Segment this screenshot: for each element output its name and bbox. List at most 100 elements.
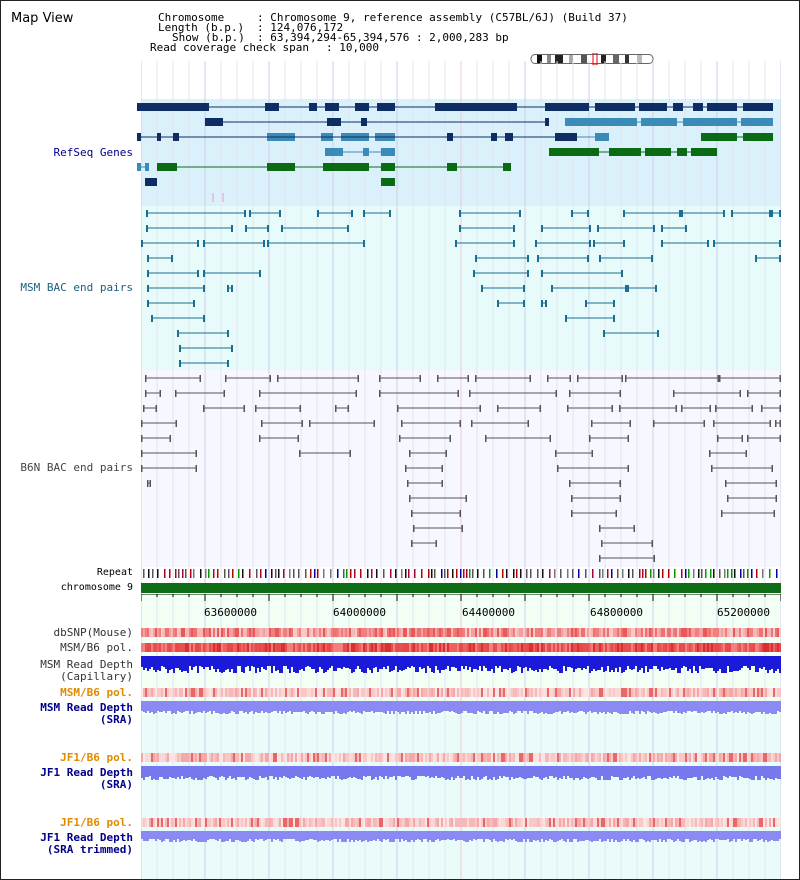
msm-pol-heat bbox=[237, 643, 239, 652]
jf1-depth-sra-bar bbox=[735, 766, 737, 777]
msm-pol-heat bbox=[709, 643, 711, 652]
msm-pol-heat bbox=[519, 643, 521, 652]
jf1-pol-trim-heat bbox=[315, 818, 317, 827]
msm-depth-sra-bar bbox=[535, 701, 537, 713]
jf1-depth-trim-bar bbox=[465, 831, 467, 842]
msm-pol-sra-heat bbox=[319, 688, 321, 697]
dbsnp-heat bbox=[307, 628, 309, 637]
chromosome-ideogram[interactable] bbox=[529, 53, 659, 65]
dbsnp-heat bbox=[161, 628, 163, 637]
track-label-msm-bac[interactable]: MSM BAC end pairs bbox=[20, 281, 133, 294]
msm-depth-sra-bar bbox=[543, 701, 545, 714]
jf1-depth-trim-bar bbox=[631, 831, 633, 842]
msm-depth-capillary-bar bbox=[579, 656, 581, 668]
jf1-depth-sra-bar bbox=[217, 766, 219, 780]
repeat-mark bbox=[776, 569, 778, 578]
msm-pol-heat bbox=[555, 643, 557, 652]
bac-end bbox=[739, 390, 741, 397]
bac-end bbox=[467, 375, 469, 382]
msm-depth-sra-bar bbox=[641, 701, 643, 711]
msm-pol-heat bbox=[165, 643, 167, 652]
b6n-bac-pairs-track[interactable] bbox=[141, 370, 781, 567]
repeat-track[interactable] bbox=[141, 568, 781, 579]
msm-pol-sra-heat bbox=[513, 688, 515, 697]
jf1-pol-heat bbox=[543, 753, 545, 762]
bac-end bbox=[621, 375, 623, 382]
msm-pol-heat bbox=[665, 643, 667, 652]
jf1-pol-trim-heat bbox=[563, 818, 565, 827]
msm-depth-capillary-bar bbox=[649, 656, 651, 669]
repeat-mark bbox=[238, 569, 240, 578]
msm-pol-sra-heat bbox=[297, 688, 299, 697]
msm-depth-capillary-bar bbox=[333, 656, 335, 671]
msm-depth-capillary-bar bbox=[467, 656, 469, 670]
msm-depth-capillary-bar bbox=[777, 656, 779, 669]
msm-depth-capillary-bar bbox=[237, 656, 239, 666]
jf1-pol-trim-heat bbox=[717, 818, 719, 827]
msm-depth-sra-bar bbox=[355, 701, 357, 713]
jf1-depth-sra-bar bbox=[377, 766, 379, 780]
repeat-mark bbox=[762, 569, 764, 578]
msm-depth-capillary-bar bbox=[233, 656, 235, 673]
jf1-pol-trim-heat bbox=[447, 818, 449, 827]
msm-depth-capillary-bar bbox=[635, 656, 637, 666]
bac-end bbox=[299, 450, 301, 457]
msm-depth-capillary-bar bbox=[657, 656, 659, 669]
msm-pol-heat bbox=[507, 643, 509, 652]
msm-depth-sra-bar bbox=[609, 701, 611, 713]
msm-depth-sra-bar bbox=[673, 701, 675, 713]
msm-depth-capillary-bar bbox=[721, 656, 723, 673]
bac-end bbox=[591, 450, 593, 457]
msm-bac-pairs-track[interactable] bbox=[141, 206, 781, 370]
dbsnp-heat bbox=[165, 628, 167, 637]
track-label-refseq[interactable]: RefSeq Genes bbox=[53, 146, 133, 159]
msm-depth-capillary-bar bbox=[201, 656, 203, 667]
jf1-depth-trim-bar bbox=[733, 831, 735, 839]
jf1-depth-trim-bar bbox=[243, 831, 245, 842]
msm-depth-sra-bar bbox=[653, 701, 655, 712]
repeat-mark bbox=[441, 569, 443, 578]
msm-pol-sra-heat bbox=[641, 688, 643, 697]
chromosome-bar[interactable] bbox=[141, 583, 781, 594]
jf1-pol-heat bbox=[675, 753, 677, 762]
jf1-pol-heat bbox=[179, 753, 181, 762]
jf1-pol-trim-heat bbox=[331, 818, 333, 827]
refseq-genes-track[interactable] bbox=[137, 99, 785, 206]
track-label-b6n-bac[interactable]: B6N BAC end pairs bbox=[20, 461, 133, 474]
jf1-depth-sra-bar bbox=[487, 766, 489, 780]
msm-pol-sra-heat bbox=[223, 688, 225, 697]
jf1-depth-trim-bar bbox=[217, 831, 219, 841]
msm-pol-heat bbox=[613, 643, 615, 652]
jf1-pol-heat bbox=[709, 753, 711, 762]
msm-pol-heat bbox=[553, 643, 555, 652]
dbsnp-heat bbox=[531, 628, 533, 637]
msm-pol-sra-heat bbox=[447, 688, 449, 697]
msm-depth-capillary-bar bbox=[369, 656, 371, 670]
msm-depth-sra-bar bbox=[305, 701, 307, 713]
msm-depth-capillary-bar bbox=[153, 656, 155, 670]
jf1-pol-trim-heat bbox=[155, 818, 157, 827]
jf1-depth-sra-bar bbox=[721, 766, 723, 780]
jf1-pol-heat bbox=[257, 753, 259, 762]
data-tracks[interactable] bbox=[141, 626, 781, 861]
msm-depth-capillary-bar bbox=[379, 656, 381, 669]
bac-end bbox=[399, 435, 401, 442]
jf1-pol-heat bbox=[519, 753, 521, 762]
jf1-pol-trim-heat bbox=[279, 818, 281, 827]
msm-depth-capillary-bar bbox=[669, 656, 671, 668]
bac-end bbox=[459, 225, 461, 232]
repeat-mark bbox=[674, 569, 676, 578]
jf1-pol-heat bbox=[369, 753, 371, 762]
jf1-pol-heat bbox=[479, 753, 481, 762]
msm-depth-capillary-bar bbox=[177, 656, 179, 668]
jf1-pol-heat bbox=[313, 753, 315, 762]
msm-pol-sra-heat bbox=[277, 688, 279, 697]
msm-pol-sra-heat bbox=[481, 688, 483, 697]
jf1-depth-trim-bar bbox=[235, 831, 237, 840]
bac-end bbox=[709, 450, 711, 457]
jf1-pol-heat bbox=[387, 753, 389, 762]
dbsnp-heat bbox=[553, 628, 555, 637]
jf1-pol-trim-heat bbox=[197, 818, 199, 827]
msm-pol-sra-heat bbox=[317, 688, 319, 697]
jf1-depth-trim-bar bbox=[611, 831, 613, 839]
